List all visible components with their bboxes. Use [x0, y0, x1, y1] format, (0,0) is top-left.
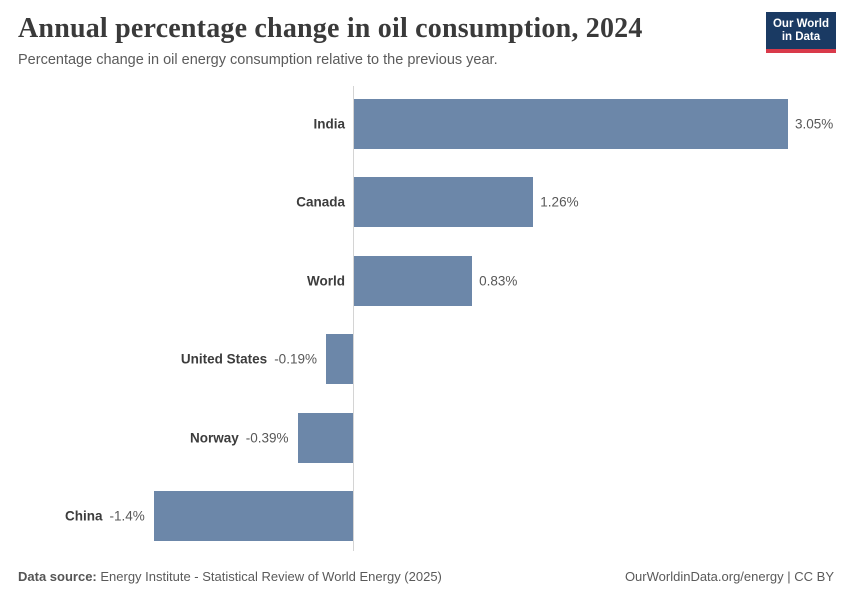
page-subtitle: Percentage change in oil energy consumpt… — [18, 52, 498, 68]
bar-label-group: United States -0.19% — [181, 352, 317, 367]
chart-footer: Data source: Energy Institute - Statisti… — [18, 569, 834, 585]
zero-axis-line — [353, 86, 354, 551]
bar-value-label: 3.05% — [795, 116, 834, 132]
credit-link[interactable]: OurWorldinData.org/energy | CC BY — [624, 569, 834, 584]
bar-china[interactable] — [153, 491, 353, 541]
bar-value-label: 1.26% — [540, 194, 579, 210]
bar-category-label: Canada — [296, 194, 345, 210]
bar-label-group: India — [313, 117, 345, 132]
bar-label-group: China -1.4% — [65, 509, 145, 524]
owid-logo-line1: Our World — [772, 18, 829, 30]
bar-value-group: 1.26% — [540, 195, 578, 210]
bar-united-states[interactable] — [325, 334, 353, 385]
bar-value-group: 0.83% — [479, 273, 517, 288]
data-source: Data source: Energy Institute - Statisti… — [18, 569, 442, 585]
bar-value-label: -0.39% — [245, 430, 289, 446]
owid-logo-line2: in Data — [781, 31, 821, 43]
owid-logo[interactable]: Our World in Data — [765, 12, 836, 53]
bar-value-label: -0.19% — [274, 351, 317, 367]
page-title: Annual percentage change in oil consumpt… — [18, 13, 643, 44]
bar-norway[interactable] — [297, 412, 353, 463]
bar-category-label: China — [64, 508, 103, 524]
bar-label-group: Norway -0.39% — [190, 430, 289, 445]
bar-world[interactable] — [354, 255, 473, 306]
bar-category-label: India — [313, 116, 345, 132]
bar-chart: India 3.05% Canada 1.26% World 0.83% United St… — [0, 86, 850, 551]
data-source-text: Energy Institute - Statistical Review of… — [96, 569, 442, 584]
bar-india[interactable] — [354, 99, 788, 149]
data-source-label: Data source: — [18, 569, 97, 584]
title-block: Annual percentage change in oil consumpt… — [18, 12, 643, 70]
chart-header: Annual percentage change in oil consumpt… — [18, 12, 836, 70]
bar-category-label: Norway — [189, 430, 239, 446]
bar-canada[interactable] — [354, 177, 534, 228]
bar-value-label: -1.4% — [109, 508, 145, 524]
bar-category-label: World — [307, 273, 345, 289]
bar-label-group: World — [307, 273, 345, 288]
bar-value-label: 0.83% — [479, 273, 518, 289]
bar-label-group: Canada — [296, 195, 345, 210]
bar-category-label: United States — [180, 351, 268, 367]
bar-value-group: 3.05% — [795, 117, 833, 132]
